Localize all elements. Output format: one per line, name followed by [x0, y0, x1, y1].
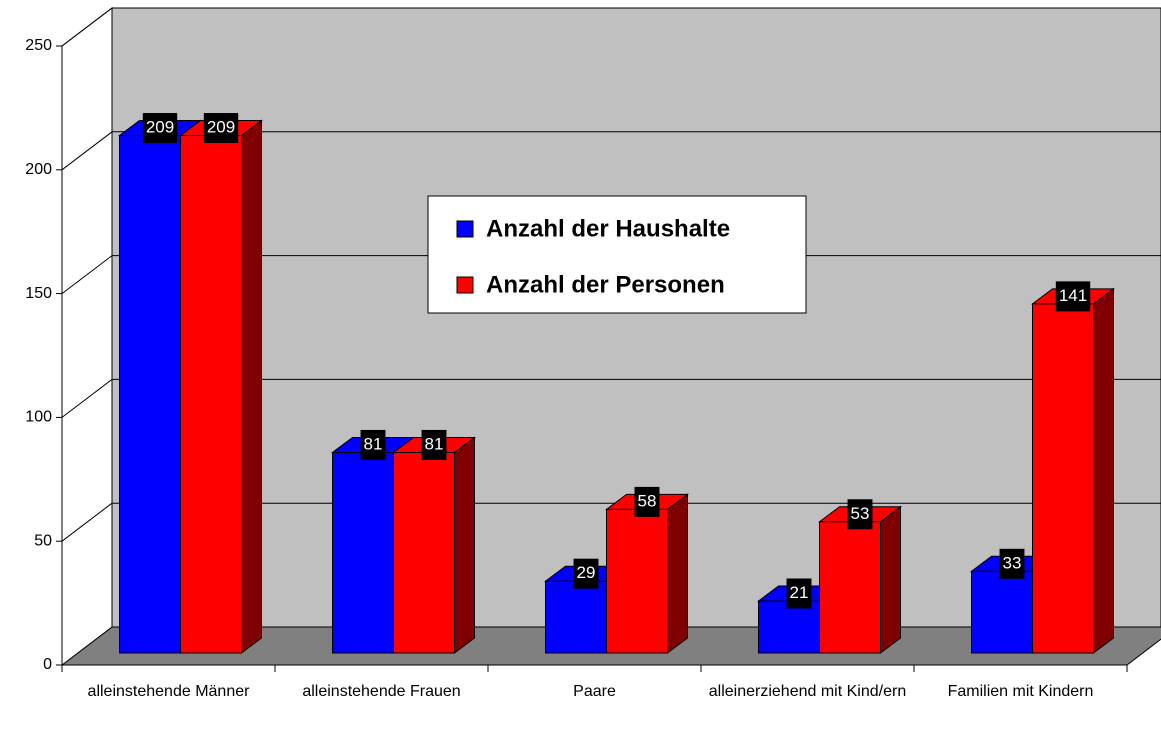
grid-line [61, 255, 113, 294]
x-tick-label: alleinerziehend mit Kind/ern [708, 683, 907, 700]
value-label: 58 [638, 491, 657, 510]
bar [817, 505, 903, 654]
grid-line [61, 131, 113, 171]
value-label-box [999, 548, 1025, 579]
bar [1031, 287, 1115, 654]
legend [427, 195, 807, 314]
legend-swatch [456, 220, 474, 238]
value-label: 81 [425, 434, 444, 453]
value-label-box [786, 578, 812, 609]
y-tick-label: 250 [25, 37, 52, 54]
bar [392, 436, 476, 654]
grid-line [61, 502, 113, 542]
value-label-box [1055, 281, 1091, 312]
y-tick-label: 100 [25, 409, 52, 426]
grid-line [61, 379, 113, 418]
x-tick-label: Familien mit Kindern [947, 683, 1094, 700]
legend-swatch [456, 276, 474, 294]
legend-label: Anzahl der Haushalte [486, 215, 730, 242]
value-label-box [421, 429, 447, 460]
value-label: 209 [146, 118, 174, 137]
value-label: 53 [851, 504, 870, 523]
y-tick-label: 200 [25, 161, 52, 178]
x-tick-label: alleinstehende Männer [87, 683, 250, 700]
value-label: 209 [207, 118, 235, 137]
bar [605, 493, 689, 654]
value-label-box [634, 486, 660, 517]
value-label-box [142, 113, 178, 144]
value-label-box [847, 499, 873, 530]
value-label-box [573, 558, 599, 589]
value-label: 21 [790, 583, 809, 602]
y-tick-label: 150 [25, 285, 52, 302]
side-wall [61, 6, 113, 667]
value-label: 141 [1059, 286, 1087, 305]
bar [179, 119, 263, 654]
value-label-box [203, 113, 239, 144]
grid-line [61, 7, 113, 47]
value-label-box [360, 429, 386, 460]
y-tick-label: 50 [34, 532, 52, 549]
value-label: 33 [1003, 553, 1022, 572]
value-label: 81 [364, 434, 383, 453]
x-tick-label: Paare [573, 683, 616, 700]
legend-label: Anzahl der Personen [486, 271, 725, 298]
y-tick-label: 0 [43, 656, 52, 673]
value-label: 29 [577, 563, 596, 582]
x-tick-label: alleinstehende Frauen [302, 683, 461, 700]
